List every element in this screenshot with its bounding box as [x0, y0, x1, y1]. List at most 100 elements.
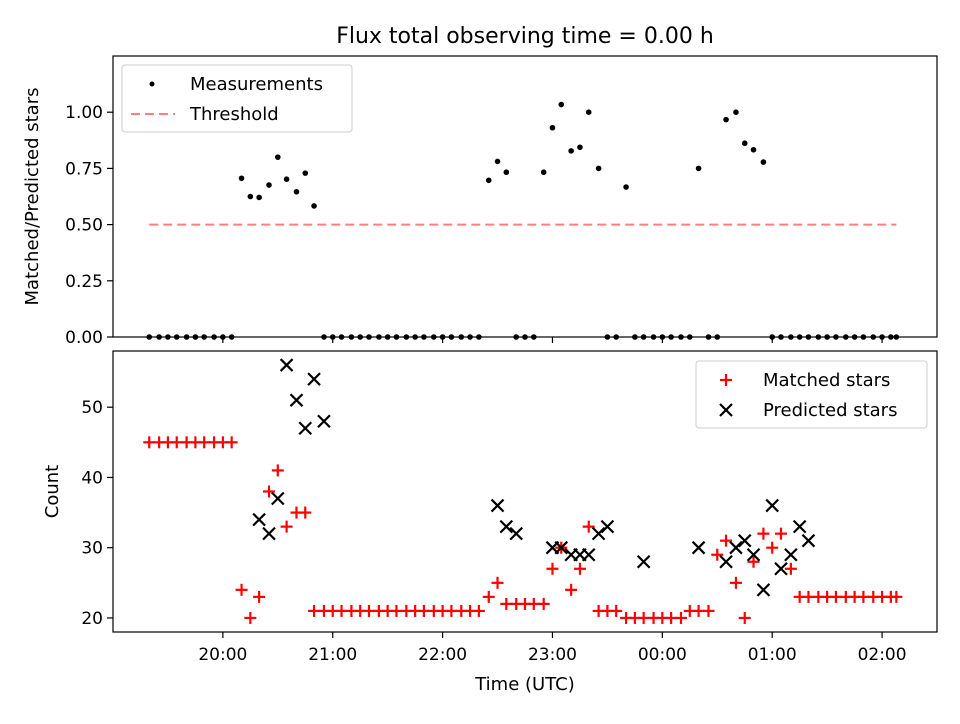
measurement-point: [695, 165, 702, 172]
measurement-point: [733, 109, 739, 115]
measurement-point: [714, 334, 721, 340]
measurement-point: [421, 334, 427, 340]
matched-star-point: [784, 562, 797, 575]
measurement-point: [238, 175, 245, 182]
count-legend: Matched stars Predicted stars: [695, 360, 928, 429]
predicted-star-point-b: [509, 526, 523, 541]
predicted-star-point: [636, 554, 651, 569]
predicted-star-point-b: [636, 554, 651, 569]
measurement-point: [650, 334, 657, 340]
count-x-tick-label: 02:00: [858, 645, 907, 665]
matched-star-point: [890, 590, 903, 603]
count-y-tick-label: 40: [81, 468, 103, 488]
measurement-point: [668, 334, 674, 340]
measurement-point: [741, 140, 748, 147]
measurement-point: [503, 169, 510, 176]
matched-star-point: [472, 604, 485, 617]
matched-star-point: [299, 506, 312, 519]
predicted-star-point: [271, 491, 285, 506]
predicted-star-point-b: [784, 547, 798, 562]
measurement-point: [156, 334, 162, 340]
measurement-point: [604, 334, 611, 340]
ratio-y-tick-label: 0.25: [65, 272, 103, 292]
measurement-point: [833, 334, 839, 340]
predicted-star-point-b: [279, 358, 294, 372]
measurement-point: [348, 334, 355, 340]
predicted-star-point: [554, 540, 569, 555]
measurement-point: [568, 148, 574, 154]
measurement-point: [321, 334, 327, 340]
predicted-star-point: [719, 554, 733, 569]
measurement-point: [293, 188, 300, 195]
measurement-point: [448, 334, 455, 340]
measurement-point: [183, 334, 190, 340]
predicted-star-point-b: [581, 547, 596, 562]
ratio-y-ticks: 0.00 0.25 0.50 0.75 1.00: [65, 103, 113, 348]
predicted-star-point-b: [317, 414, 331, 429]
ratio-y-tick-label: 0.50: [65, 216, 103, 236]
measurement-point: [769, 334, 775, 340]
count-plot-frame: [112, 350, 938, 633]
predicted-star-point-b: [801, 533, 816, 548]
count-x-tick-label: 23:00: [528, 645, 577, 665]
measurement-point: [540, 169, 547, 176]
count-x-ticks: 20:00 21:00 22:00 23:00 00:00 01:00 02:00: [198, 632, 907, 665]
measurement-point: [311, 203, 317, 209]
ratio-y-axis-label: Matched/Predicted stars: [22, 88, 43, 306]
count-panel: 20 30 40 50 20:00 21:00 22:00 23:00 00:00 01:00 0…: [42, 350, 938, 695]
measurement-point: [595, 165, 602, 172]
measurement-point: [376, 334, 382, 340]
measurement-point: [678, 334, 684, 340]
measurement-point: [192, 334, 199, 340]
predicted-star-point: [691, 540, 706, 555]
predicted-star-point: [509, 526, 523, 541]
predicted-star-point-b: [774, 561, 788, 576]
predicted-stars-series: [252, 358, 816, 597]
predicted-star-point: [774, 561, 788, 576]
measurement-point: [283, 176, 290, 182]
legend-threshold-label: Threshold: [189, 104, 279, 125]
predicted-star-point-b: [307, 372, 321, 386]
measurement-point: [431, 334, 437, 340]
measurement-point: [778, 334, 784, 340]
count-y-ticks: 20 30 40 50: [81, 398, 113, 629]
ratio-y-tick-label: 0.75: [65, 159, 103, 179]
legend-matched-marker: [720, 374, 732, 386]
figure-title: Flux total observing time = 0.00 h: [336, 24, 714, 49]
measurement-point: [805, 334, 812, 340]
measurement-point: [640, 334, 647, 340]
predicted-star-point: [600, 519, 615, 534]
predicted-star-point: [252, 512, 266, 527]
matched-star-point: [702, 604, 715, 617]
matched-star-point: [546, 562, 559, 575]
measurement-point: [201, 334, 207, 340]
predicted-star-point-b: [729, 540, 743, 555]
matched-star-point: [747, 555, 760, 568]
measurement-point: [760, 159, 767, 165]
legend-measurements-label: Measurements: [190, 74, 323, 95]
count-x-tick-label: 20:00: [198, 645, 247, 665]
predicted-star-point: [765, 498, 779, 513]
predicted-star-point: [307, 372, 321, 386]
measurement-point: [815, 334, 822, 340]
measurement-point: [173, 334, 180, 340]
predicted-star-point-b: [252, 512, 266, 527]
predicted-star-point-b: [756, 583, 771, 597]
predicted-star-point: [737, 533, 752, 548]
predicted-star-point: [490, 498, 505, 513]
measurement-point: [266, 182, 272, 188]
matched-star-point: [271, 464, 284, 477]
measurements-series: [146, 101, 900, 340]
measurement-point: [824, 334, 830, 340]
measurement-point: [549, 124, 556, 131]
measurement-point: [458, 334, 465, 340]
ratio-panel: 0.00 0.25 0.50 0.75 1.00 Matched/Predicted s…: [22, 55, 938, 348]
measurement-point: [879, 334, 885, 340]
measurement-point: [513, 334, 520, 340]
count-x-tick-label: 00:00: [638, 645, 687, 665]
count-legend-box: [695, 360, 928, 429]
predicted-star-point: [784, 547, 798, 562]
predicted-star-point-b: [490, 498, 505, 513]
predicted-star-point: [317, 414, 331, 429]
